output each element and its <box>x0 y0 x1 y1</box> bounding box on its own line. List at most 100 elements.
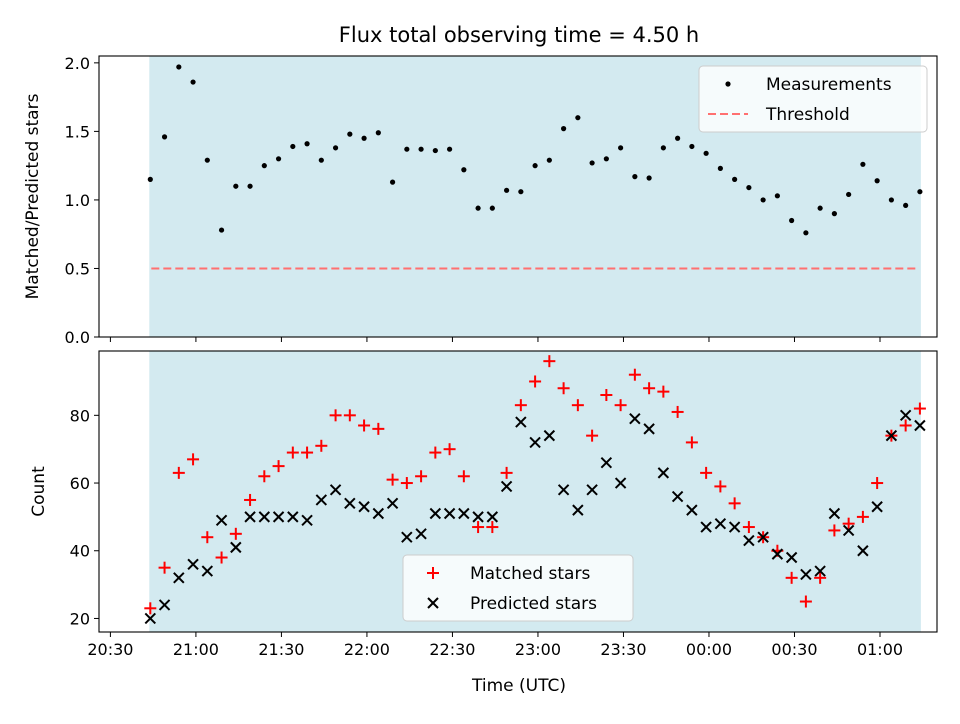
measurement-point <box>660 145 666 151</box>
count-y-tick-label: 60 <box>70 474 90 493</box>
matched-star-point <box>201 531 214 544</box>
measurement-point <box>304 141 310 147</box>
matched-star-point <box>529 375 542 388</box>
measurement-point <box>817 205 823 211</box>
predicted-star-point <box>287 511 299 523</box>
matched-star-point <box>472 521 485 534</box>
measurement-point <box>475 205 481 211</box>
predicted-star-point <box>515 416 527 428</box>
measurement-point <box>518 189 524 195</box>
measurement-point <box>347 131 353 137</box>
measurement-point <box>247 183 253 189</box>
predicted-star-point <box>714 517 727 530</box>
time-x-tick-label: 01:00 <box>857 640 903 659</box>
predicted-star-point <box>743 534 755 547</box>
ratio-y-label: Matched/Predicted stars <box>23 93 43 299</box>
matched-star-point <box>742 521 755 534</box>
matched-star-point <box>244 493 257 506</box>
predicted-star-point <box>187 558 199 570</box>
matched-star-point <box>700 466 713 479</box>
measurement-point <box>389 179 396 185</box>
matched-star-point <box>486 521 499 534</box>
measurement-point <box>618 145 624 151</box>
matched-star-point <box>429 446 442 459</box>
predicted-star-point <box>671 490 684 503</box>
predicted-star-point <box>230 541 242 554</box>
matched-star-point <box>144 602 157 615</box>
predicted-star-point <box>458 507 470 520</box>
matched-star-point <box>799 595 812 608</box>
matched-star-point <box>229 527 242 540</box>
measurement-point <box>290 143 296 150</box>
time-x-tick-label: 00:00 <box>686 640 732 659</box>
count-y-tick-label: 40 <box>70 542 90 561</box>
matched-star-point <box>457 470 470 483</box>
predicted-star-point <box>871 501 883 513</box>
ratio-panel-frame <box>98 55 938 338</box>
matched-star-point <box>172 466 185 479</box>
legend-measurements-label: Measurements <box>766 75 892 95</box>
matched-star-point <box>685 436 698 449</box>
predicted-star-point <box>315 494 328 506</box>
matched-star-point <box>586 429 599 442</box>
measurement-point <box>746 184 752 191</box>
measurement-points <box>147 64 923 236</box>
predicted-star-point <box>600 457 613 469</box>
matched-star-point <box>913 402 926 415</box>
matched-star-point <box>315 439 328 452</box>
predicted-star-point <box>258 511 271 523</box>
measurement-point <box>689 143 695 150</box>
measurement-point <box>161 134 168 140</box>
legend-matched-label: Matched stars <box>470 564 590 584</box>
measurement-point <box>332 145 339 151</box>
predicted-star-point <box>686 504 698 516</box>
measurement-point <box>404 146 410 152</box>
measurement-point <box>503 187 510 193</box>
predicted-star-point <box>800 568 812 581</box>
matched-star-point <box>785 571 798 584</box>
predicted-star-point <box>443 507 456 520</box>
matched-star-point <box>272 460 285 473</box>
predicted-star-point <box>301 514 313 526</box>
predicted-star-point <box>386 497 399 510</box>
predicted-star-point <box>828 507 841 520</box>
predicted-star-point <box>144 612 157 625</box>
count-y-label: Count <box>29 466 49 517</box>
predicted-stars-points <box>144 409 926 625</box>
measurement-point <box>860 161 866 167</box>
predicted-star-point <box>728 521 741 533</box>
time-x-tick-label: 00:30 <box>771 640 817 659</box>
legend-predicted-label: Predicted stars <box>470 594 597 614</box>
matched-star-point <box>557 382 570 395</box>
matched-star-point <box>571 399 584 412</box>
predicted-star-point <box>657 467 670 479</box>
measurement-point <box>774 193 780 199</box>
ratio-y-tick-label: 0.0 <box>65 328 90 347</box>
ratio-y-tick-label: 2.0 <box>65 54 90 73</box>
measurement-point <box>275 156 282 162</box>
predicted-star-point <box>358 501 370 513</box>
predicted-star-point <box>272 511 285 523</box>
legend-predicted-marker <box>427 597 439 609</box>
measurement-point <box>888 197 894 203</box>
measurement-point <box>575 115 581 121</box>
measurement-point <box>318 157 324 163</box>
measurement-point <box>432 147 438 154</box>
predicted-star-point <box>914 419 926 432</box>
measurement-point <box>732 176 738 182</box>
predicted-star-point <box>757 531 769 543</box>
matched-star-point <box>514 399 527 412</box>
measurement-point <box>446 146 453 152</box>
predicted-star-point <box>529 436 541 449</box>
measurement-point <box>218 227 225 233</box>
measurement-point <box>703 150 709 156</box>
predicted-star-point <box>415 528 427 540</box>
measurement-point <box>261 163 267 169</box>
measurement-point <box>589 160 595 166</box>
chart-title: Flux total observing time = 4.50 h <box>339 23 699 47</box>
legend-matched-marker <box>427 567 439 579</box>
time-x-tick-label: 22:00 <box>344 640 390 659</box>
legend-measurement-marker <box>725 81 731 87</box>
